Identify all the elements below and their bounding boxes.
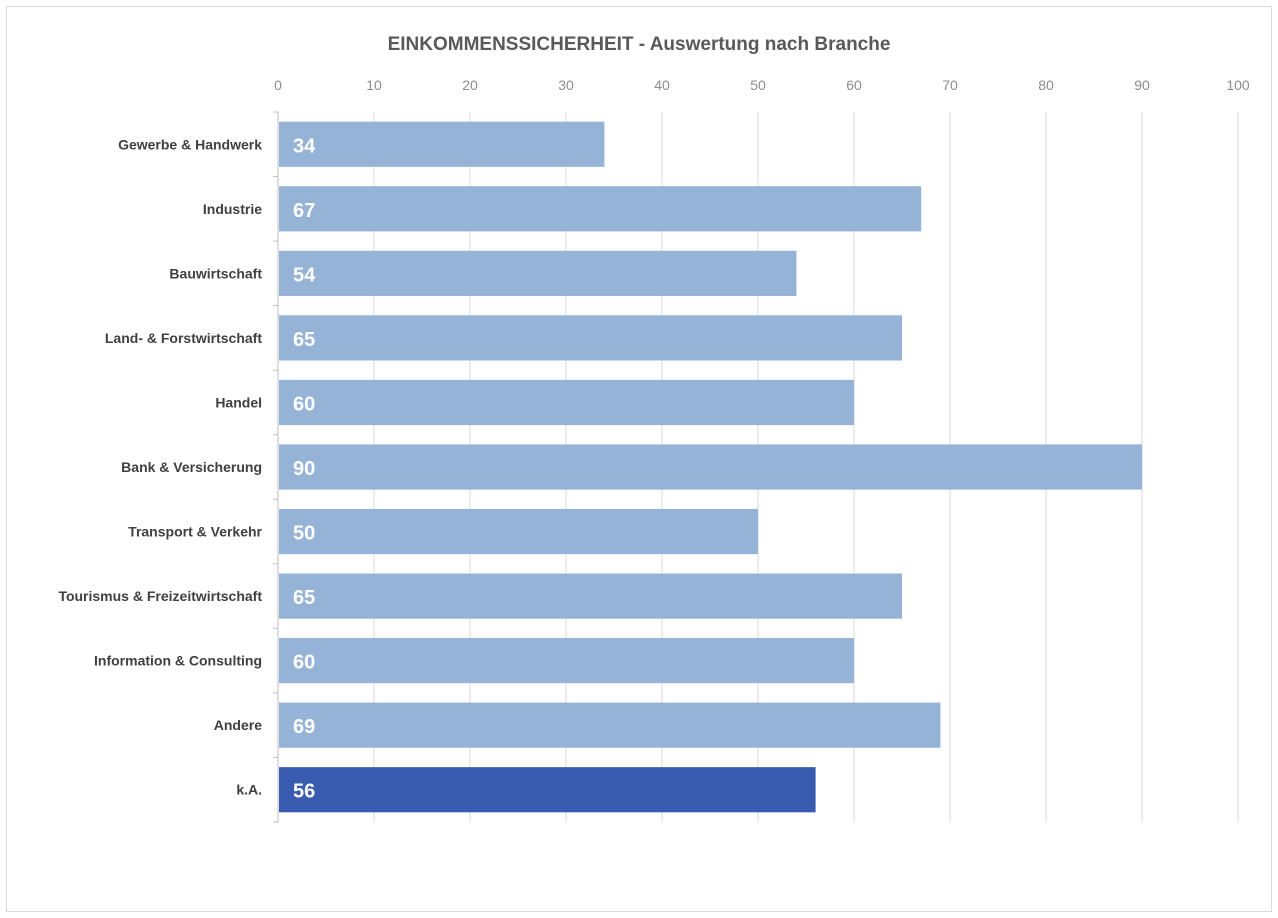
x-tick-label: 0 (274, 77, 282, 93)
category-label: Information & Consulting (94, 653, 262, 669)
x-tick-label: 30 (558, 77, 574, 93)
x-axis-tick-labels: 0 10 20 30 40 50 60 70 80 90 100 (274, 77, 1250, 93)
bar (279, 315, 902, 361)
bar (279, 573, 902, 619)
x-tick-label: 20 (462, 77, 478, 93)
bar (279, 250, 797, 296)
category-label: Handel (215, 394, 262, 410)
category-label: Andere (214, 717, 262, 733)
bar (279, 444, 1142, 490)
data-label: 50 (293, 523, 315, 545)
category-labels: Gewerbe & Handwerk Industrie Bauwirtschaft… (58, 136, 262, 797)
data-label: 54 (293, 264, 316, 286)
chart-title: EINKOMMENSSICHERHEIT - Auswertung nach B… (387, 34, 891, 55)
bar (279, 508, 758, 555)
x-tick-label: 10 (366, 77, 382, 93)
category-label: Bank & Versicherung (121, 459, 262, 475)
category-label: Transport & Verkehr (128, 524, 262, 540)
data-label: 56 (293, 781, 315, 803)
data-label: 90 (293, 458, 315, 480)
bar (279, 638, 854, 684)
data-label: 67 (293, 200, 315, 222)
x-tick-label: 50 (750, 77, 766, 93)
x-tick-label: 100 (1226, 77, 1250, 93)
bar (279, 379, 854, 426)
x-tick-label: 60 (846, 77, 862, 93)
category-label: Bauwirtschaft (169, 265, 262, 281)
bar (279, 186, 922, 232)
category-label: k.A. (236, 782, 262, 798)
x-tick-label: 40 (654, 77, 670, 93)
category-label: Land- & Forstwirtschaft (105, 330, 262, 346)
x-tick-label: 90 (1134, 77, 1150, 93)
x-tick-label: 70 (942, 77, 958, 93)
bars (279, 121, 1142, 813)
bar (279, 767, 816, 813)
data-label: 60 (293, 393, 315, 415)
data-label: 65 (293, 587, 315, 609)
bar (279, 702, 941, 748)
category-label: Tourismus & Freizeitwirtschaft (58, 588, 262, 604)
y-axis (273, 111, 279, 823)
data-label: 60 (293, 652, 315, 674)
bar (279, 121, 605, 167)
data-label: 34 (293, 135, 316, 157)
x-tick-label: 80 (1038, 77, 1054, 93)
category-label: Industrie (203, 201, 262, 217)
data-label: 69 (293, 716, 315, 738)
data-labels: 34 67 54 65 60 90 50 65 60 69 56 (293, 135, 316, 802)
category-label: Gewerbe & Handwerk (118, 136, 262, 152)
data-label: 65 (293, 329, 315, 351)
